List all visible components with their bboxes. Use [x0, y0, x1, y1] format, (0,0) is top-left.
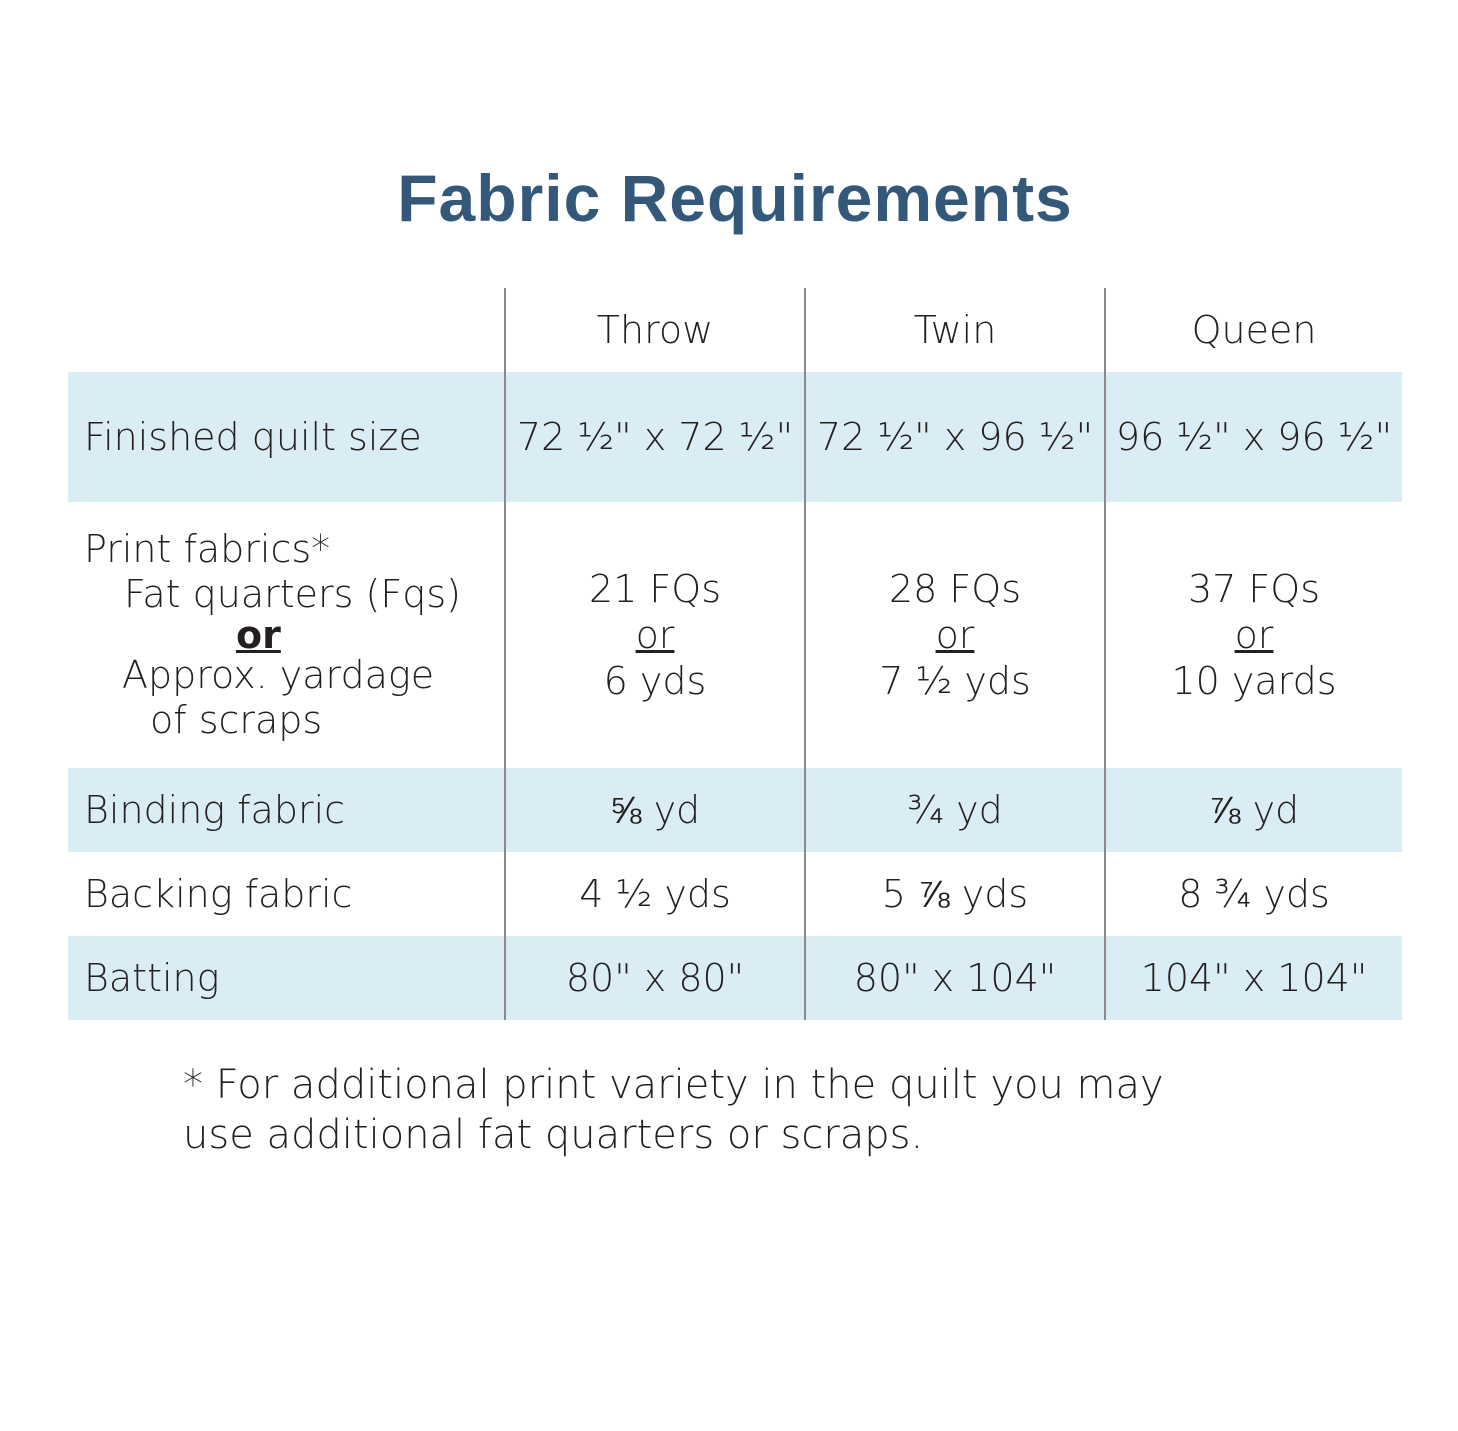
column-header: Queen: [1104, 288, 1402, 372]
table-row: Print fabrics* Fat quarters (Fqs) or App…: [68, 502, 1402, 768]
row-label: Backing fabric: [84, 872, 353, 916]
cell-line: or: [1234, 613, 1274, 657]
table-row: Binding fabric ⅝ yd ¾ yd ⅞ yd: [68, 768, 1402, 852]
label-line: Print fabrics*: [84, 527, 331, 571]
table-row: Finished quilt size 72 ½" x 72 ½" 72 ½" …: [68, 372, 1402, 502]
cell-line: 28 FQs: [889, 567, 1021, 611]
cell-line: or: [935, 613, 975, 657]
cell: 4 ½ yds: [504, 852, 804, 936]
cell: ⅞ yd: [1104, 768, 1402, 852]
table-row: Batting 80" x 80" 80" x 104" 104" x 104": [68, 936, 1402, 1020]
cell-line: 10 yards: [1171, 659, 1337, 703]
row-label: Finished quilt size: [84, 415, 422, 459]
footnote-line: use additional fat quarters or scraps.: [183, 1112, 924, 1158]
label-line: Fat quarters (Fqs): [124, 572, 461, 616]
cell: ⅝ yd: [504, 768, 804, 852]
cell-line: 21 FQs: [589, 567, 721, 611]
column-header: Twin: [804, 288, 1104, 372]
cell: 80" x 80": [504, 936, 804, 1020]
cell: 28 FQs or 7 ½ yds: [804, 502, 1104, 768]
footnote: * For additional print variety in the qu…: [183, 1060, 1164, 1160]
cell: 21 FQs or 6 yds: [504, 502, 804, 768]
cell: 72 ½" x 72 ½": [504, 372, 804, 502]
cell-line: 7 ½ yds: [879, 659, 1031, 703]
cell-line: or: [635, 613, 675, 657]
header-row: Throw Twin Queen: [68, 288, 1402, 372]
cell: 96 ½" x 96 ½": [1104, 372, 1402, 502]
page-title: Fabric Requirements: [397, 161, 1073, 235]
table-row: Backing fabric 4 ½ yds 5 ⅞ yds 8 ¾ yds: [68, 852, 1402, 936]
cell: 72 ½" x 96 ½": [804, 372, 1104, 502]
cell: 5 ⅞ yds: [804, 852, 1104, 936]
label-line: Approx. yardage: [122, 653, 435, 697]
label-line: of scraps: [150, 698, 323, 742]
cell: ¾ yd: [804, 768, 1104, 852]
row-label: Batting: [84, 956, 220, 1000]
fabric-requirements-table: Throw Twin Queen Finished quilt size 72 …: [68, 288, 1402, 1020]
cell: 8 ¾ yds: [1104, 852, 1402, 936]
label-line: or: [236, 613, 281, 657]
cell: 37 FQs or 10 yards: [1104, 502, 1402, 768]
footnote-line: * For additional print variety in the qu…: [183, 1062, 1164, 1108]
row-label: Binding fabric: [84, 788, 346, 832]
column-header: Throw: [504, 288, 804, 372]
cell: 80" x 104": [804, 936, 1104, 1020]
cell-line: 37 FQs: [1188, 567, 1320, 611]
row-label: Print fabrics* Fat quarters (Fqs) or App…: [68, 502, 504, 768]
cell: 104" x 104": [1104, 936, 1402, 1020]
cell-line: 6 yds: [603, 659, 707, 703]
